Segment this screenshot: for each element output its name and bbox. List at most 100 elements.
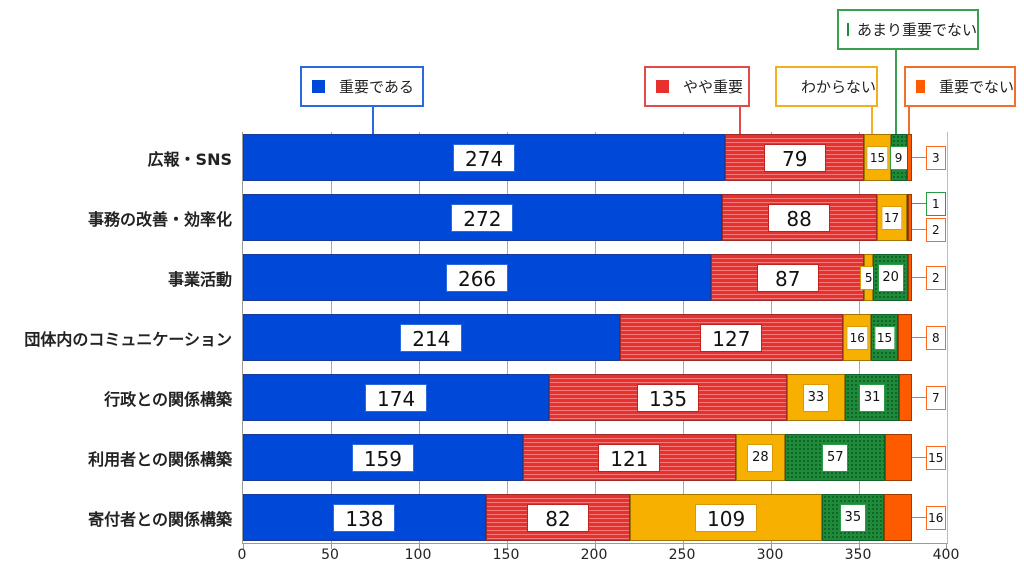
x-tick — [771, 543, 772, 549]
legend-leader-line — [372, 107, 374, 140]
bar-segment-not-important — [897, 314, 912, 361]
callout-leader-line — [911, 457, 926, 458]
x-tick — [331, 543, 332, 549]
value-label: 2 — [925, 218, 946, 242]
bar-row: 266 87 5 20 2 — [243, 254, 947, 301]
legend-label: やや重要 — [683, 78, 744, 96]
x-tick-label: 100 — [404, 547, 432, 563]
value-label: 3 — [925, 146, 946, 170]
legend-item: あまり重要でない — [837, 9, 979, 50]
legend-leader-line — [908, 107, 910, 140]
x-tick — [946, 543, 947, 549]
x-tick-label: 0 — [237, 547, 247, 563]
bar-segment-not-important — [883, 494, 912, 541]
x-tick — [507, 543, 508, 549]
callout-leader-line — [911, 229, 926, 230]
callout-leader-line — [911, 517, 926, 518]
x-tick-label: 300 — [756, 547, 784, 563]
value-label: 79 — [763, 143, 826, 172]
legend-item: 重要である — [300, 66, 424, 107]
x-tick — [683, 543, 684, 549]
callout-leader-line — [911, 397, 926, 398]
x-tick-label: 250 — [668, 547, 696, 563]
legend-leader-line — [739, 107, 741, 140]
bar-segment-unknown — [630, 494, 823, 541]
x-tick-label: 400 — [932, 547, 960, 563]
legend-swatch-icon — [656, 80, 669, 93]
x-tick-label: 350 — [844, 547, 872, 563]
legend-label: 重要である — [339, 78, 414, 96]
callout-leader-line — [911, 277, 926, 278]
callout-leader-line — [911, 157, 926, 158]
category-label: 利用者との関係構築 — [88, 450, 232, 469]
value-label: 57 — [822, 443, 849, 472]
value-label: 35 — [839, 503, 866, 532]
category-label: 広報・SNS — [147, 150, 232, 169]
value-label: 159 — [351, 443, 414, 472]
bar-segment-not-very-important — [906, 194, 909, 241]
category-label: 事務の改善・効率化 — [87, 210, 232, 229]
bar-row: 138 82 109 35 16 — [243, 494, 947, 541]
bar-row: 274 79 15 9 3 — [243, 134, 947, 181]
value-label: 127 — [700, 323, 763, 352]
value-label: 20 — [877, 263, 904, 292]
x-tick — [595, 543, 596, 549]
bar-row: 214 127 16 15 8 — [243, 314, 947, 361]
legend-label: わからない — [801, 78, 877, 96]
category-label: 事業活動 — [167, 270, 232, 289]
value-label: 8 — [925, 326, 946, 350]
bar-row: 159 121 28 57 15 — [243, 434, 947, 481]
x-tick — [419, 543, 420, 549]
legend-item: やや重要 — [644, 66, 750, 107]
legend-swatch-icon — [916, 80, 925, 93]
value-label: 1 — [925, 192, 946, 216]
value-label: 9 — [889, 145, 908, 170]
x-tick-label: 200 — [580, 547, 608, 563]
bar-segment-not-important — [908, 254, 912, 301]
legend-swatch-icon — [847, 23, 849, 36]
value-label: 7 — [925, 386, 946, 410]
legend-item: わからない — [775, 66, 878, 107]
value-label: 138 — [333, 503, 396, 532]
bar-segment-not-important — [885, 434, 912, 481]
callout-leader-line — [908, 203, 926, 204]
value-label: 82 — [527, 503, 590, 532]
legend-swatch-icon — [312, 80, 325, 93]
value-label: 15 — [866, 145, 889, 170]
value-label: 214 — [400, 323, 463, 352]
value-label: 16 — [925, 506, 946, 530]
bar-row: 174 135 33 31 7 — [243, 374, 947, 421]
value-label: 266 — [446, 263, 509, 292]
category-label: 団体内のコミュニケーション — [24, 330, 232, 349]
value-label: 33 — [802, 383, 829, 412]
category-label: 寄付者との関係構築 — [88, 510, 232, 529]
value-label: 15 — [873, 325, 896, 350]
value-label: 174 — [365, 383, 428, 412]
x-tick — [243, 543, 244, 549]
bar-row: 272 88 17 1 2 — [243, 192, 947, 242]
bar-segment-not-important — [899, 374, 912, 421]
legend-label: あまり重要でない — [856, 21, 977, 39]
value-label: 16 — [846, 325, 868, 350]
value-label: 2 — [925, 266, 946, 290]
callout-leader-line — [911, 337, 926, 338]
value-label: 109 — [695, 503, 758, 532]
value-label: 17 — [880, 205, 903, 230]
bar-segment-not-important — [906, 134, 912, 181]
value-label: 135 — [637, 383, 700, 412]
value-label: 88 — [768, 203, 831, 232]
plot-area: 274 79 15 9 3 272 88 17 1 2 266 87 5 20 2 214 127 16 15 8 17… — [242, 132, 948, 549]
category-label: 行政との関係構築 — [104, 390, 232, 409]
x-tick-label: 50 — [321, 547, 339, 563]
value-label: 15 — [925, 446, 946, 470]
legend-label: 重要でない — [938, 78, 1014, 96]
legend-leader-line — [895, 50, 897, 140]
value-label: 121 — [598, 443, 661, 472]
value-label: 31 — [859, 383, 886, 412]
x-tick — [859, 543, 860, 549]
value-label: 274 — [453, 143, 516, 172]
legend-leader-line — [871, 107, 873, 140]
x-tick-label: 150 — [492, 547, 520, 563]
value-label: 272 — [451, 203, 514, 232]
